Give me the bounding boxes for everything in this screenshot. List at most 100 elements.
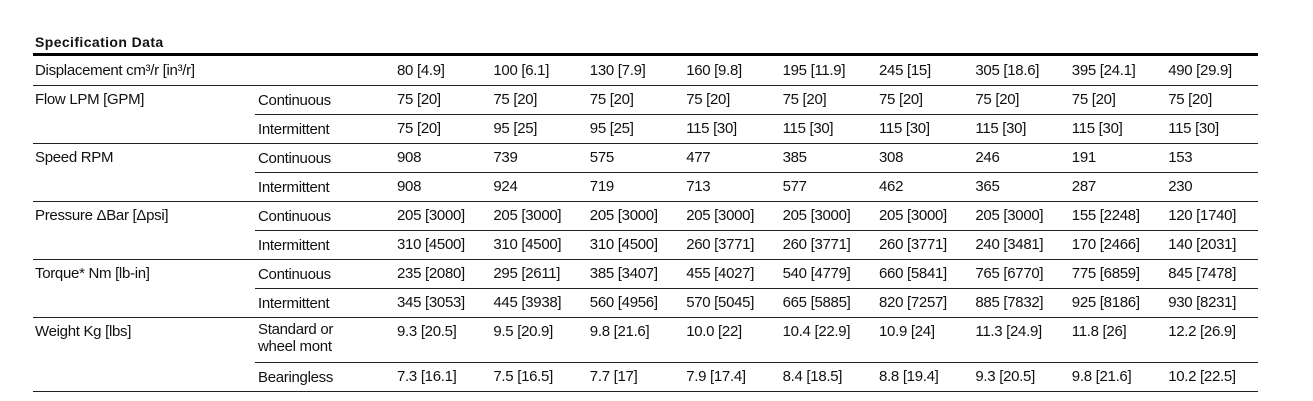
cell: 155 [2248] — [1071, 207, 1140, 224]
cell: 775 [6859] — [1071, 265, 1140, 282]
cell: 11.8 [26] — [1071, 323, 1127, 340]
title-rule — [33, 53, 1258, 56]
cell: 575 — [589, 149, 614, 166]
cell: 10.2 [22.5] — [1168, 368, 1236, 385]
cell: 7.9 [17.4] — [686, 368, 746, 385]
cell: 308 — [879, 149, 904, 166]
cell: 385 [3407] — [589, 265, 658, 282]
cell: 205 [3000] — [493, 207, 562, 224]
cell: 75 [20] — [493, 91, 538, 108]
cell: 195 [11.9] — [782, 62, 846, 79]
cell: 310 [4500] — [397, 236, 465, 253]
cell: 75 [20] — [589, 91, 634, 108]
sub-label: Bearingless — [258, 369, 334, 386]
cell: 75 [20] — [1168, 91, 1212, 108]
cell: 925 [8186] — [1071, 294, 1140, 311]
cell: 115 [30] — [975, 120, 1027, 137]
cell: 115 [30] — [1168, 120, 1219, 137]
cell: 345 [3053] — [397, 294, 465, 311]
cell: 260 [3771] — [879, 236, 947, 253]
cell: 9.3 [20.5] — [975, 368, 1035, 385]
cell: 75 [20] — [975, 91, 1020, 108]
sub-label: Intermittent — [258, 237, 330, 254]
cell: 924 — [493, 178, 518, 195]
cell: 245 [15] — [879, 62, 931, 79]
cell: 7.7 [17] — [589, 368, 638, 385]
sub-rule — [255, 172, 1258, 173]
group-rule — [33, 85, 1258, 86]
row-label: Flow LPM [GPM] — [35, 91, 145, 108]
cell: 310 [4500] — [589, 236, 658, 253]
cell: 845 [7478] — [1168, 265, 1237, 282]
cell: 462 — [879, 178, 904, 195]
cell: 9.8 [21.6] — [1071, 368, 1132, 385]
cell: 10.0 [22] — [686, 323, 742, 340]
row-label: Displacement cm³/r [in³/r] — [35, 62, 195, 79]
cell: 12.2 [26.9] — [1168, 323, 1236, 340]
cell: 205 [3000] — [782, 207, 851, 224]
cell: 7.3 [16.1] — [397, 368, 457, 385]
cell: 570 [5045] — [686, 294, 755, 311]
cell: 665 [5885] — [782, 294, 851, 311]
sub-label: Standard or wheel mont — [258, 321, 334, 355]
cell: 455 [4027] — [686, 265, 755, 282]
cell: 445 [3938] — [493, 294, 562, 311]
cell: 260 [3771] — [686, 236, 755, 253]
cell: 295 [2611] — [493, 265, 561, 282]
cell: 739 — [493, 149, 518, 166]
cell: 10.9 [24] — [879, 323, 935, 340]
cell: 490 [29.9] — [1168, 62, 1232, 79]
cell: 130 [7.9] — [589, 62, 646, 79]
cell: 765 [6770] — [975, 265, 1044, 282]
cell: 120 [1740] — [1168, 207, 1237, 224]
cell: 9.8 [21.6] — [589, 323, 650, 340]
cell: 477 — [686, 149, 711, 166]
group-rule — [33, 201, 1258, 202]
cell: 713 — [686, 178, 711, 195]
cell: 885 [7832] — [975, 294, 1044, 311]
sub-rule — [255, 230, 1258, 231]
cell: 577 — [782, 178, 807, 195]
cell: 191 — [1071, 149, 1096, 166]
cell: 95 [25] — [589, 120, 634, 137]
cell: 287 — [1071, 178, 1096, 195]
cell: 75 [20] — [879, 91, 923, 108]
cell: 9.3 [20.5] — [397, 323, 457, 340]
cell: 205 [3000] — [397, 207, 465, 224]
row-label: Pressure ΔBar [Δpsi] — [35, 207, 169, 224]
cell: 170 [2466] — [1071, 236, 1140, 253]
cell: 7.5 [16.5] — [493, 368, 553, 385]
cell: 115 [30] — [782, 120, 834, 137]
sub-label: Continuous — [258, 266, 331, 283]
cell: 75 [20] — [782, 91, 827, 108]
cell: 75 [20] — [397, 120, 441, 137]
cell: 115 [30] — [686, 120, 737, 137]
cell: 95 [25] — [493, 120, 538, 137]
cell: 10.4 [22.9] — [782, 323, 851, 340]
cell: 75 [20] — [397, 91, 441, 108]
cell: 820 [7257] — [879, 294, 947, 311]
cell: 205 [3000] — [686, 207, 755, 224]
cell: 205 [3000] — [879, 207, 947, 224]
group-rule — [33, 259, 1258, 260]
cell: 153 — [1168, 149, 1193, 166]
cell: 560 [4956] — [589, 294, 658, 311]
cell: 310 [4500] — [493, 236, 562, 253]
group-rule — [33, 143, 1258, 144]
cell: 11.3 [24.9] — [975, 323, 1042, 340]
sub-label: Intermittent — [258, 179, 330, 196]
cell: 140 [2031] — [1168, 236, 1237, 253]
cell: 8.8 [19.4] — [879, 368, 939, 385]
cell: 365 — [975, 178, 1000, 195]
cell: 235 [2080] — [397, 265, 465, 282]
sub-rule — [255, 114, 1258, 115]
cell: 395 [24.1] — [1071, 62, 1136, 79]
bottom-rule — [33, 391, 1258, 392]
cell: 75 [20] — [686, 91, 730, 108]
cell: 240 [3481] — [975, 236, 1044, 253]
cell: 100 [6.1] — [493, 62, 550, 79]
cell: 260 [3771] — [782, 236, 851, 253]
row-label: Speed RPM — [35, 149, 114, 166]
sub-label: Intermittent — [258, 121, 330, 138]
